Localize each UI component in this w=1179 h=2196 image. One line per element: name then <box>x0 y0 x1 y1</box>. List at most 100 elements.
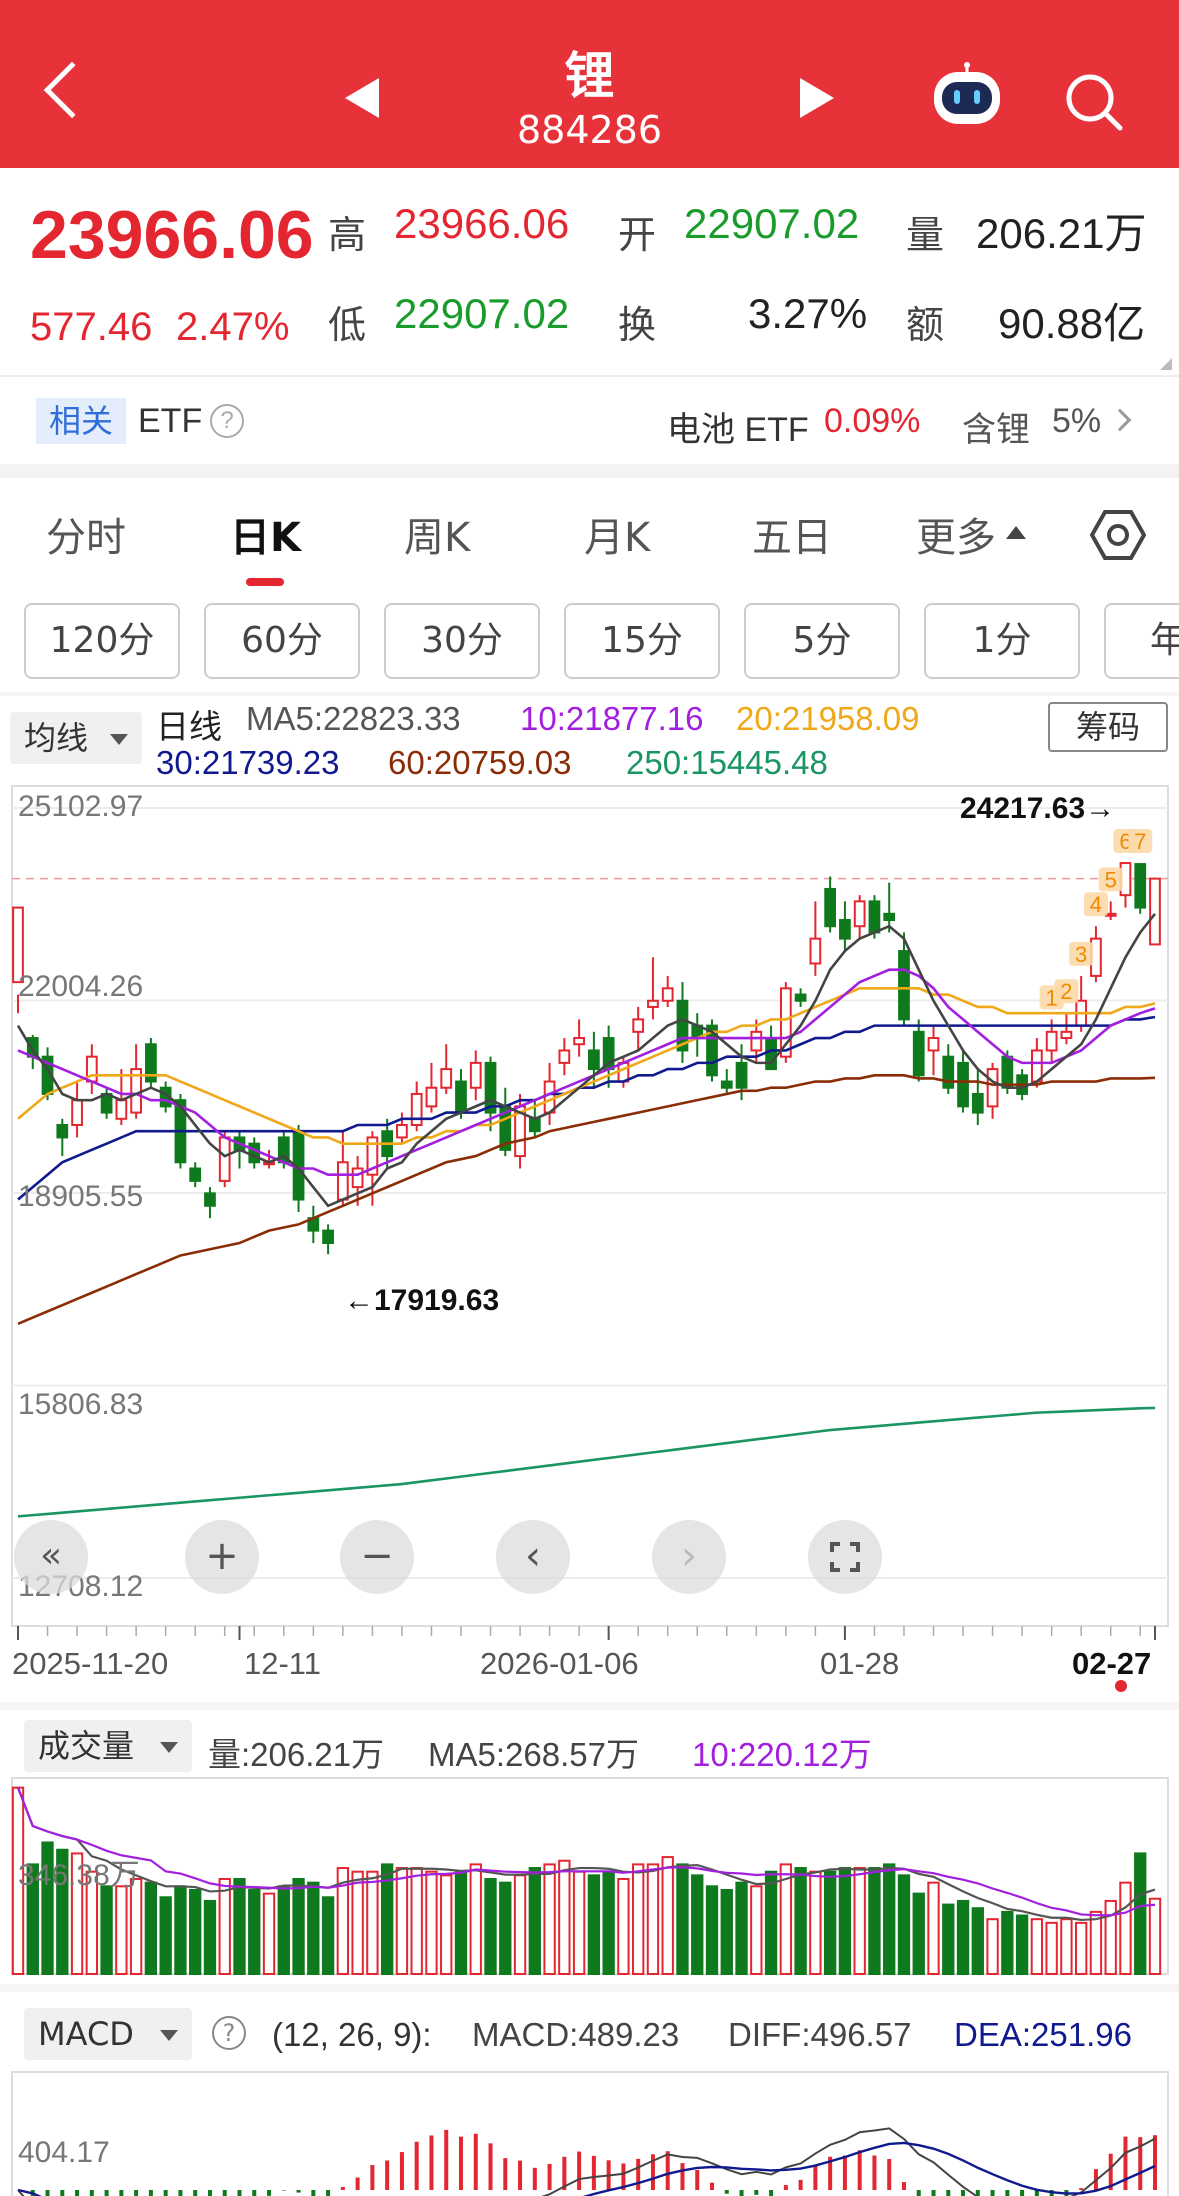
macd-bar <box>813 2166 818 2190</box>
scroll-left-icon[interactable]: ‹ <box>496 1520 570 1594</box>
prev-stock-icon[interactable] <box>345 78 379 118</box>
candle-body <box>366 1136 379 1176</box>
macd-bar <box>842 2155 847 2190</box>
scroll-right-icon[interactable]: › <box>652 1520 726 1594</box>
macd-bar <box>222 2190 227 2196</box>
collapse-left-icon[interactable]: « <box>14 1520 88 1594</box>
volume-bar <box>1089 1910 1103 1975</box>
candle-body <box>765 1037 777 1071</box>
candle-body <box>927 1037 940 1052</box>
candle-body <box>676 999 689 1052</box>
current-date-dot <box>1115 1680 1127 1692</box>
signal-marker-box <box>1054 979 1079 1004</box>
candle-body <box>115 1099 128 1120</box>
ma-dropdown[interactable]: 均线 <box>10 712 142 764</box>
y-tick-label: 15806.83 <box>18 1388 144 1421</box>
candle-body <box>425 1086 438 1108</box>
volume-ma5-line <box>16 1787 1156 1922</box>
chevron-right-icon[interactable] <box>1108 408 1132 432</box>
x-tick-label: 12-11 <box>244 1646 321 1681</box>
next-stock-icon[interactable] <box>800 78 834 118</box>
candle-body <box>1001 1055 1014 1089</box>
ma20-value: 20:21958.09 <box>736 700 920 737</box>
interval-60m[interactable]: 60分 <box>204 603 360 679</box>
assistant-robot-icon[interactable] <box>930 62 1004 128</box>
tab-daily-k[interactable]: 日K <box>230 515 301 561</box>
macd-bar <box>961 2190 966 2196</box>
candle-body <box>558 1049 571 1064</box>
volume-bar <box>395 1867 409 1975</box>
candle-body <box>12 906 24 984</box>
diff-value: DIFF:496.57 <box>728 2016 912 2053</box>
interval-1m[interactable]: 1分 <box>924 603 1080 679</box>
related-etf-label[interactable]: ETF <box>138 402 203 440</box>
volume-bar <box>1045 1921 1058 1976</box>
candle-body <box>986 1068 999 1108</box>
macd-bar <box>429 2135 434 2190</box>
interval-30m[interactable]: 30分 <box>384 603 540 679</box>
ma30-value: 30:21739.23 <box>156 744 340 781</box>
high-label: 高 <box>328 215 367 257</box>
macd-bar <box>60 2190 65 2196</box>
zoom-out-icon[interactable]: − <box>340 1520 414 1594</box>
volume-bar <box>1104 1899 1117 1975</box>
tab-weekly-k[interactable]: 周K <box>404 515 471 561</box>
volume-bar <box>248 1888 261 1975</box>
volume-bar <box>661 1856 674 1975</box>
settings-icon[interactable] <box>1090 507 1146 563</box>
min-price-value: 17919.63 <box>374 1284 500 1317</box>
candle-body <box>528 1117 541 1133</box>
tab-more[interactable]: 更多 <box>916 515 996 561</box>
tab-intraday[interactable]: 分时 <box>46 515 126 561</box>
volume-bar <box>927 1881 940 1975</box>
interval-15m[interactable]: 15分 <box>564 603 720 679</box>
search-icon[interactable] <box>1062 70 1126 134</box>
macd-dropdown[interactable]: MACD <box>24 2008 192 2060</box>
candle-body <box>189 1167 202 1182</box>
macd-bar <box>458 2136 463 2190</box>
interval-year[interactable]: 年 <box>1104 603 1179 679</box>
volume-bar <box>115 1885 128 1975</box>
macd-chart[interactable] <box>0 2070 1179 2196</box>
candle-body <box>1060 1030 1073 1040</box>
signal-marker-box <box>1069 941 1094 966</box>
zoom-in-icon[interactable]: + <box>185 1520 259 1594</box>
ma60-value: 60:20759.03 <box>388 744 572 781</box>
macd-help-icon[interactable]: ? <box>212 2016 246 2050</box>
x-tick-label: 2025-11-20 <box>12 1646 169 1681</box>
volume-dropdown[interactable]: 成交量 <box>24 1720 192 1772</box>
volume-bar <box>1134 1852 1147 1975</box>
related-etf-name[interactable]: 电池 ETF <box>667 411 809 449</box>
chips-button[interactable]: 筹码 <box>1048 702 1168 752</box>
help-icon[interactable]: ? <box>210 404 244 438</box>
volume-bar <box>425 1870 438 1975</box>
volume-bar <box>189 1888 202 1975</box>
macd-bar <box>680 2163 685 2190</box>
dropdown-caret-icon <box>110 734 128 745</box>
volume-chart[interactable] <box>0 1776 1179 1976</box>
volume-bar <box>380 1863 394 1975</box>
volume-bar <box>513 1874 527 1975</box>
macd-bar <box>296 2190 301 2193</box>
x-tick-label: 01-28 <box>820 1646 900 1681</box>
open-value: 22907.02 <box>684 200 860 247</box>
tab-five-day[interactable]: 五日 <box>752 515 832 561</box>
candle-body <box>322 1229 334 1245</box>
fullscreen-icon[interactable] <box>808 1520 882 1594</box>
macd-bar <box>1034 2190 1039 2196</box>
related-tag: 相关 <box>36 398 126 444</box>
expand-corner-icon[interactable] <box>1160 358 1172 370</box>
interval-5m[interactable]: 5分 <box>744 603 900 679</box>
volume-bar <box>85 1870 98 1975</box>
header-bar: 锂 884286 <box>0 0 1179 168</box>
tab-monthly-k[interactable]: 月K <box>584 515 651 561</box>
macd-bar <box>252 2190 257 2196</box>
y-tick-label: 25102.97 <box>18 790 144 823</box>
interval-120m[interactable]: 120分 <box>24 603 180 679</box>
macd-bar <box>769 2190 774 2196</box>
candle-body <box>853 900 866 928</box>
macd-bar <box>990 2190 995 2196</box>
volume-bar <box>705 1885 719 1975</box>
max-price-value: 24217.63 <box>960 792 1086 825</box>
